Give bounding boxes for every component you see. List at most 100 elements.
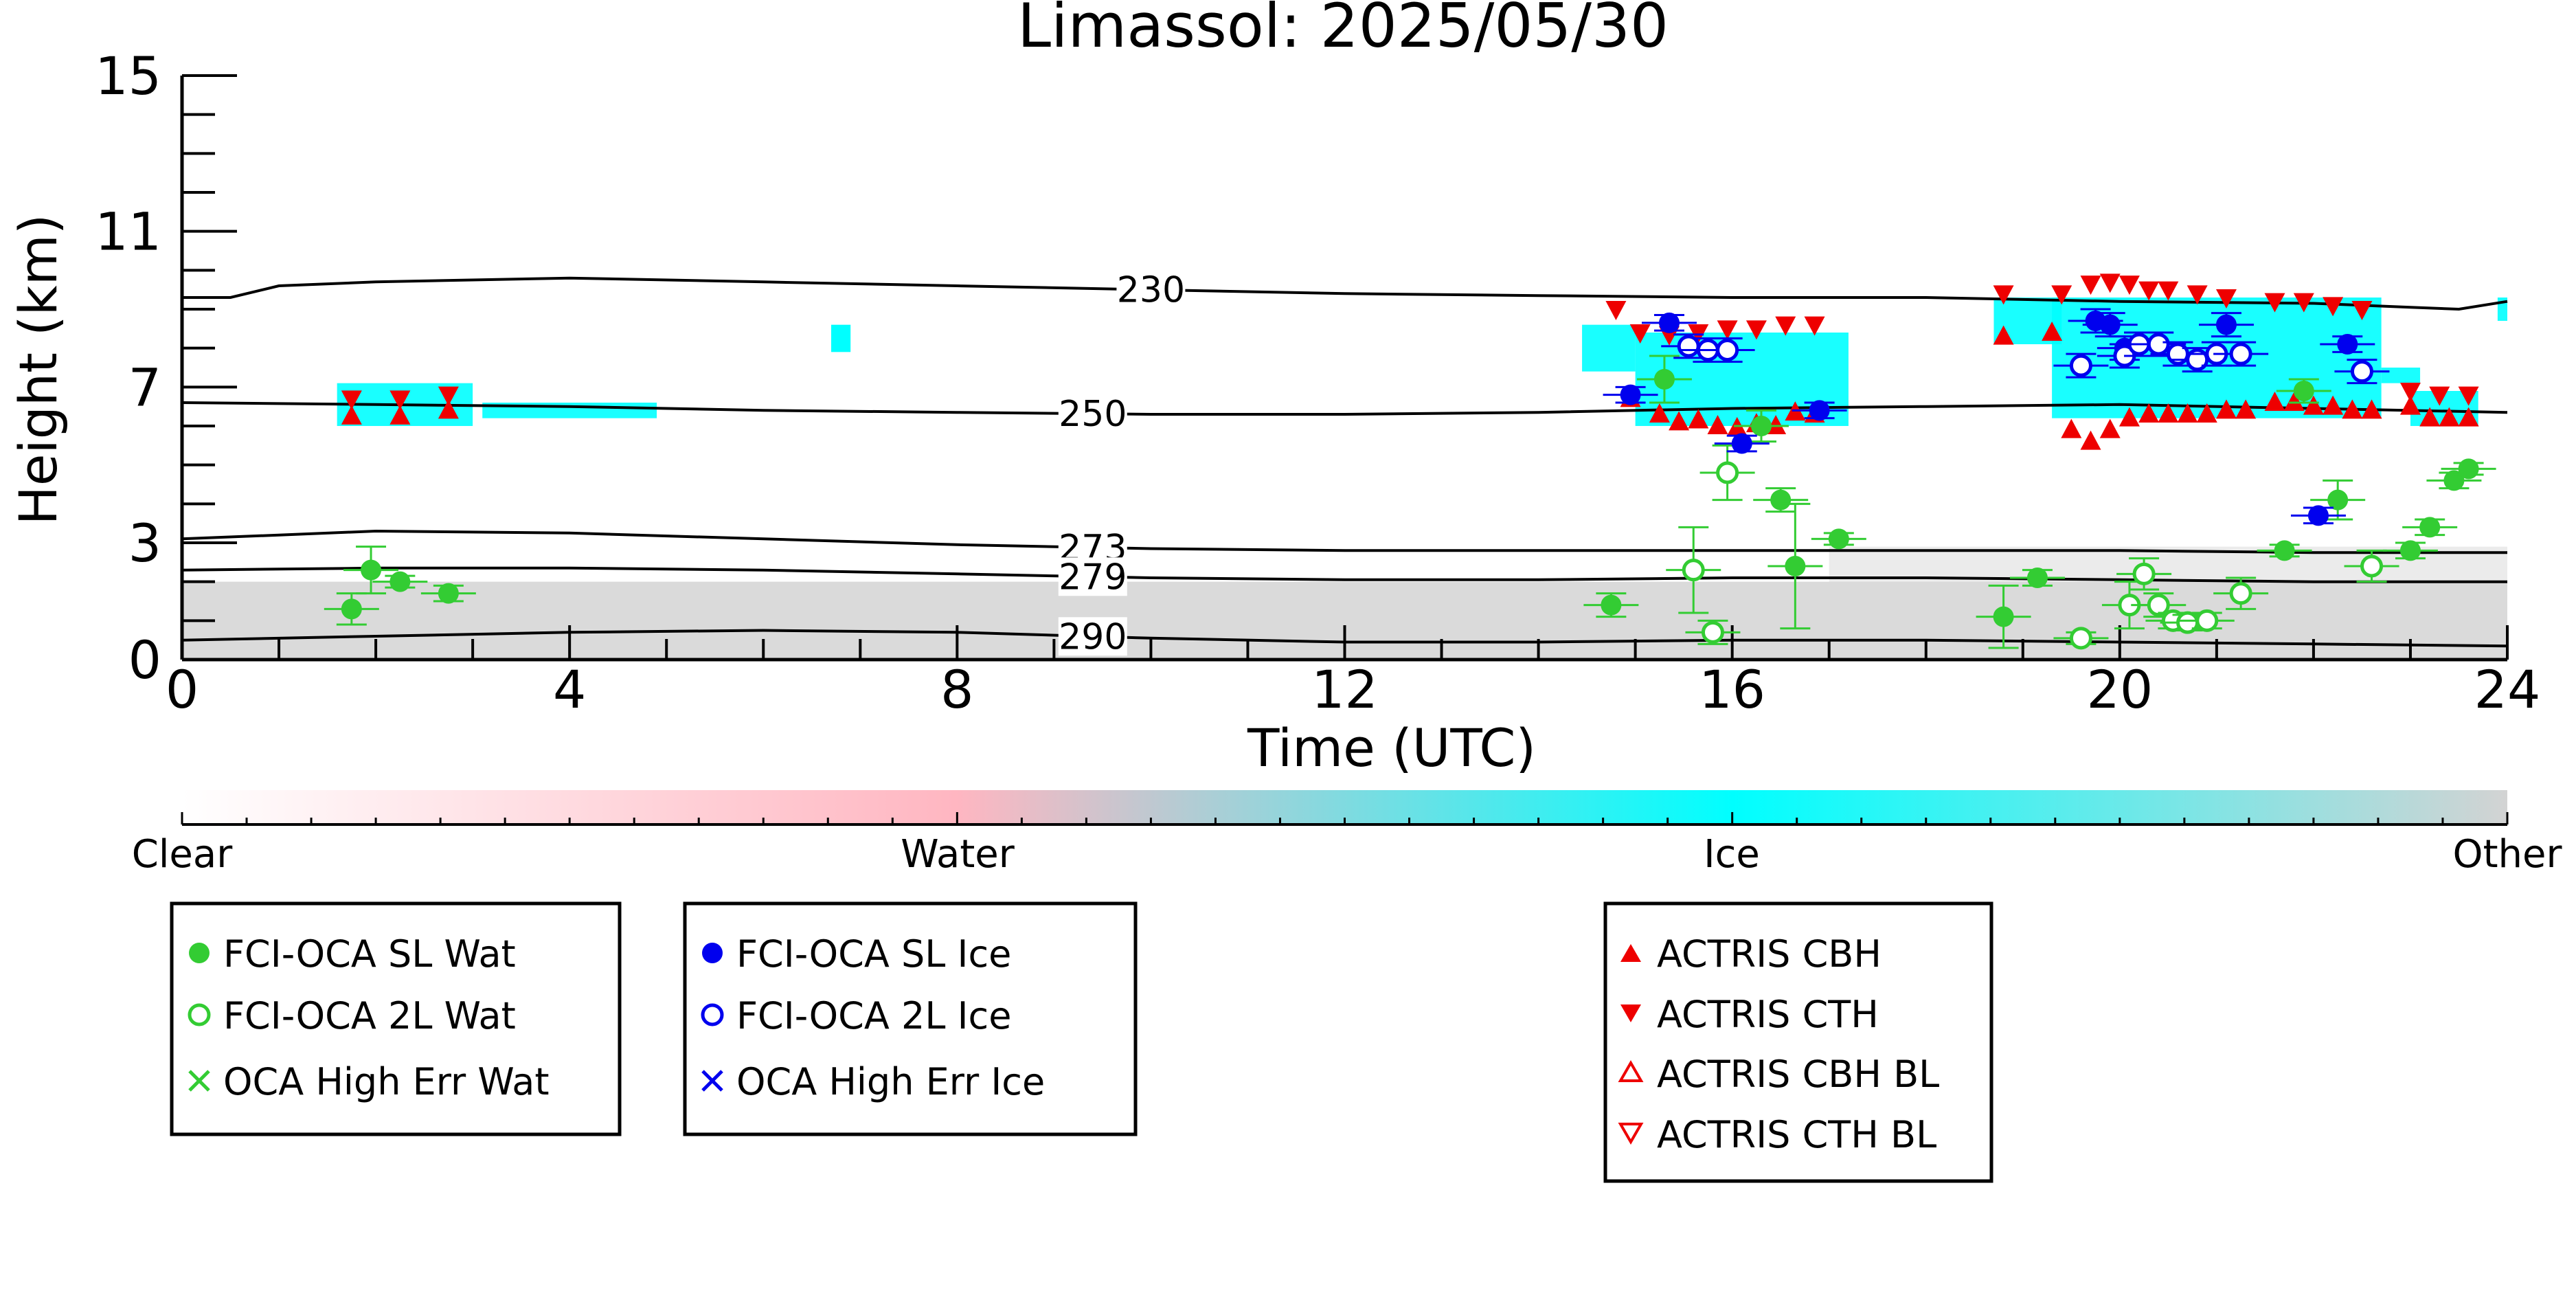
marker-open-circle — [1677, 335, 1700, 358]
marker-triangle-up — [2061, 418, 2082, 438]
legend-marker-triangle-up — [1620, 944, 1641, 962]
marker-triangle-up — [2235, 399, 2257, 419]
marker-triangle-down — [1605, 301, 1627, 320]
legend-label: ACTRIS CBH BL — [1657, 1053, 1939, 1096]
y-axis-label: Height (km) — [8, 214, 69, 526]
marker-triangle-up — [2119, 407, 2140, 427]
marker-triangle-up — [389, 405, 411, 425]
chart-title: Limassol: 2025/05/30 — [1017, 0, 1669, 61]
marker-triangle-down — [2119, 276, 2140, 295]
marker-filled-circle — [1658, 312, 1680, 333]
x-tick-label: 20 — [2086, 659, 2153, 720]
marker-triangle-up — [2264, 392, 2285, 411]
marker-filled-circle — [1601, 594, 1622, 616]
marker-open-circle — [1701, 620, 1724, 644]
marker-triangle-up — [1707, 415, 1728, 434]
x-tick-label: 24 — [2474, 659, 2541, 720]
marker-filled-circle — [1828, 528, 1849, 550]
marker-filled-circle — [2274, 540, 2295, 561]
marker-open-circle — [2147, 594, 2170, 617]
marker-triangle-up — [2399, 395, 2421, 415]
marker-triangle-down — [2138, 281, 2160, 301]
marker-filled-circle — [2327, 489, 2349, 510]
legend-marker-x — [188, 1070, 210, 1092]
marker-filled-circle — [1731, 433, 1752, 454]
marker-filled-circle — [438, 583, 459, 604]
y-tick-label: 3 — [128, 513, 161, 574]
marker-triangle-down — [1629, 324, 1651, 344]
x-tick-label: 0 — [166, 659, 199, 720]
marker-filled-circle — [2026, 568, 2048, 588]
marker-filled-circle — [2337, 334, 2358, 355]
marker-triangle-up — [1688, 409, 1709, 429]
marker-triangle-down — [2187, 285, 2208, 305]
legend-marker-open-circle — [701, 1003, 724, 1026]
marker-triangle-up — [2361, 399, 2382, 419]
isotherm-line — [181, 401, 2508, 416]
marker-triangle-down — [2351, 301, 2373, 320]
marker-open-circle — [2350, 360, 2373, 383]
isotherm-line — [182, 276, 2508, 311]
marker-filled-circle — [1750, 416, 1772, 436]
marker-triangle-down — [2158, 281, 2179, 301]
marker-triangle-down — [1775, 316, 1796, 336]
marker-triangle-down — [2323, 297, 2344, 317]
axes: 0 3 7 11 15 0 4 8 12 16 20 24 — [95, 45, 2540, 720]
marker-filled-circle — [1785, 556, 1806, 576]
x-tick-label: 12 — [1311, 659, 1378, 720]
marker-triangle-down — [2429, 386, 2450, 406]
legend-marker-open-triangle-down — [1618, 1123, 1644, 1145]
ice-class-region — [831, 324, 851, 352]
legend-marker-open-triangle-up — [1618, 1059, 1644, 1082]
marker-triangle-down — [1717, 320, 1738, 340]
legend-marker-filled-circle — [189, 943, 210, 963]
classification-colorbar: Clear Water Ice Other — [132, 790, 2562, 877]
marker-filled-circle — [1653, 369, 1675, 390]
marker-triangle-up — [2283, 392, 2305, 411]
marker-triangle-down — [2293, 293, 2314, 313]
marker-triangle-up — [2138, 403, 2160, 423]
marker-open-circle — [2132, 562, 2156, 585]
marker-triangle-down — [2264, 293, 2285, 313]
marker-triangle-down — [1745, 320, 1767, 340]
isotherm-label: 230 — [1117, 270, 1185, 311]
marker-triangle-down — [2051, 285, 2072, 305]
y-tick-label: 15 — [95, 45, 161, 106]
legend-box — [170, 901, 622, 1136]
marker-filled-circle — [2307, 505, 2329, 526]
marker-triangle-up — [1993, 325, 2014, 345]
marker-triangle-down — [2399, 383, 2421, 402]
marker-triangle-up — [2099, 418, 2121, 438]
legend-box — [683, 901, 1138, 1136]
y-tick-label: 0 — [128, 629, 161, 691]
data-markers — [324, 273, 2496, 650]
marker-filled-circle — [389, 571, 411, 592]
marker-triangle-down — [2080, 276, 2101, 295]
marker-triangle-up — [1649, 403, 1670, 423]
marker-triangle-up — [2042, 322, 2063, 341]
legend-label: FCI-OCA SL Wat — [223, 932, 516, 976]
legend-water: FCI-OCA SL Wat FCI-OCA 2L Wat OCA High E… — [170, 901, 622, 1136]
x-tick-label: 16 — [1699, 659, 1765, 720]
legend-label: ACTRIS CTH — [1657, 993, 1879, 1036]
legend-marker-open-circle — [188, 1003, 211, 1026]
legend-label: ACTRIS CBH — [1657, 932, 1882, 976]
marker-filled-circle — [2399, 540, 2421, 561]
marker-filled-circle — [1809, 400, 1830, 421]
marker-filled-circle — [2458, 458, 2479, 480]
marker-triangle-down — [2099, 273, 2121, 293]
marker-triangle-up — [2303, 395, 2324, 415]
marker-triangle-up — [2080, 430, 2101, 450]
marker-triangle-down — [1804, 316, 1825, 336]
marker-triangle-down — [389, 390, 411, 410]
marker-triangle-up — [2458, 407, 2479, 427]
legend-label: FCI-OCA 2L Wat — [223, 994, 516, 1037]
y-tick-label: 11 — [95, 201, 161, 262]
marker-triangle-down — [2458, 386, 2479, 406]
marker-triangle-up — [2419, 407, 2441, 427]
legend-label: FCI-OCA SL Ice — [736, 932, 1011, 976]
ice-class-region — [2381, 368, 2421, 383]
legend-label: OCA High Err Wat — [223, 1060, 550, 1103]
